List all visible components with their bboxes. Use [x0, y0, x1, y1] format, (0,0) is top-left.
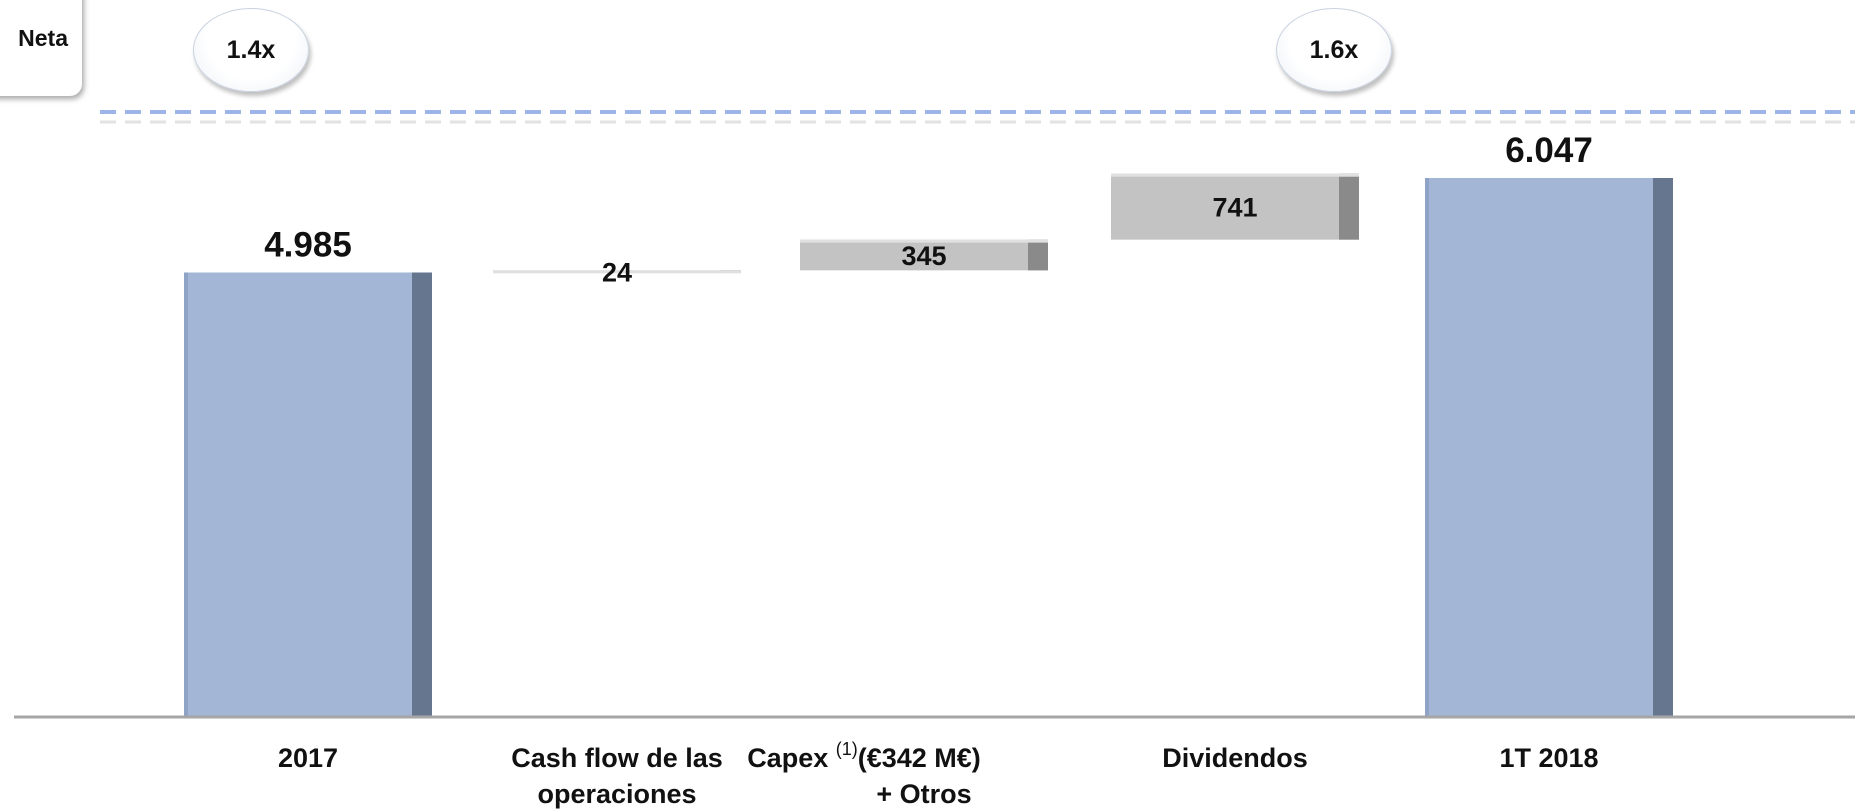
bar-edge-3 [1339, 173, 1359, 240]
legend-label: Neta [18, 25, 68, 51]
bar-4 [1425, 178, 1673, 716]
value-label-0: 4.985 [264, 225, 352, 264]
bar-highlight-1 [493, 270, 741, 274]
value-label-4: 6.047 [1505, 131, 1593, 170]
category-label-4: 1T 2018 [1499, 743, 1598, 773]
bar-edge-0 [412, 272, 432, 716]
bar-left-edge-4 [1425, 178, 1429, 716]
leverage-ratio-2017-label: 1.4x [226, 35, 276, 64]
bar-3 [1111, 173, 1359, 240]
value-label-2: 345 [901, 241, 946, 271]
legend-box: Neta [0, 0, 82, 96]
bar-edge-2 [1028, 239, 1048, 271]
bar-highlight-2 [800, 239, 1048, 243]
bar-0 [184, 272, 432, 716]
bar-edge-4 [1653, 178, 1673, 716]
category-label-3: Dividendos [1162, 743, 1308, 773]
bar-highlight-3 [1111, 173, 1359, 177]
leverage-ratio-1t2018-label: 1.6x [1309, 35, 1359, 64]
leverage-ratio-2017: 1.4x [193, 8, 309, 92]
value-label-1: 24 [602, 257, 632, 287]
category-label-2: Capex (1)(€342 M€) + Otros [747, 739, 981, 809]
category-label-0: 2017 [278, 743, 338, 773]
leverage-ratio-1t2018: 1.6x [1276, 8, 1392, 92]
category-label-1: Cash flow de las operaciones [511, 743, 723, 809]
bar-2 [800, 239, 1048, 271]
value-label-3: 741 [1212, 193, 1257, 223]
bar-left-edge-0 [184, 272, 188, 716]
